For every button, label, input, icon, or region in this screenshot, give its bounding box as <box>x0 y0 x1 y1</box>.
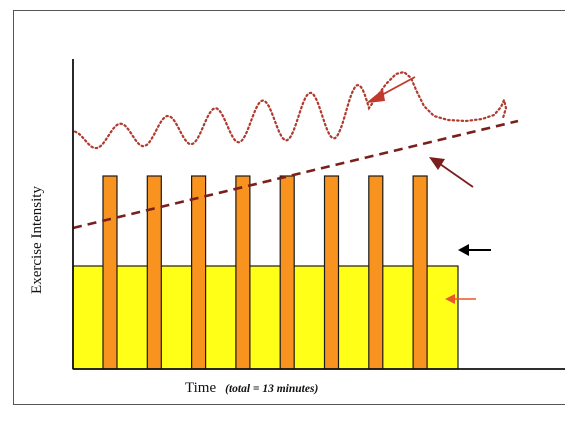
steady-state-block <box>72 265 459 370</box>
wave-line <box>73 70 508 150</box>
trend-arrow-icon <box>429 157 474 188</box>
interval-bar <box>102 175 118 370</box>
interval-bar <box>368 175 384 370</box>
wave-arrow-icon <box>366 76 416 103</box>
y-axis-label: Exercise Intensity <box>29 186 45 294</box>
interval-bar <box>146 175 162 370</box>
interval-bar <box>191 175 207 370</box>
x-axis-label: Time <box>185 380 216 396</box>
interval-bar <box>235 175 251 370</box>
trend-line <box>72 119 519 230</box>
block-top-arrow-icon <box>458 244 491 256</box>
x-axis-title: Time (total = 13 minutes) <box>185 379 318 396</box>
interval-bar <box>412 175 428 370</box>
interval-bars <box>102 175 428 370</box>
block-arrow-icon <box>445 294 476 304</box>
interval-bar <box>323 175 340 370</box>
interval-bar <box>279 175 295 370</box>
x-axis-note: (total = 13 minutes) <box>225 383 318 395</box>
